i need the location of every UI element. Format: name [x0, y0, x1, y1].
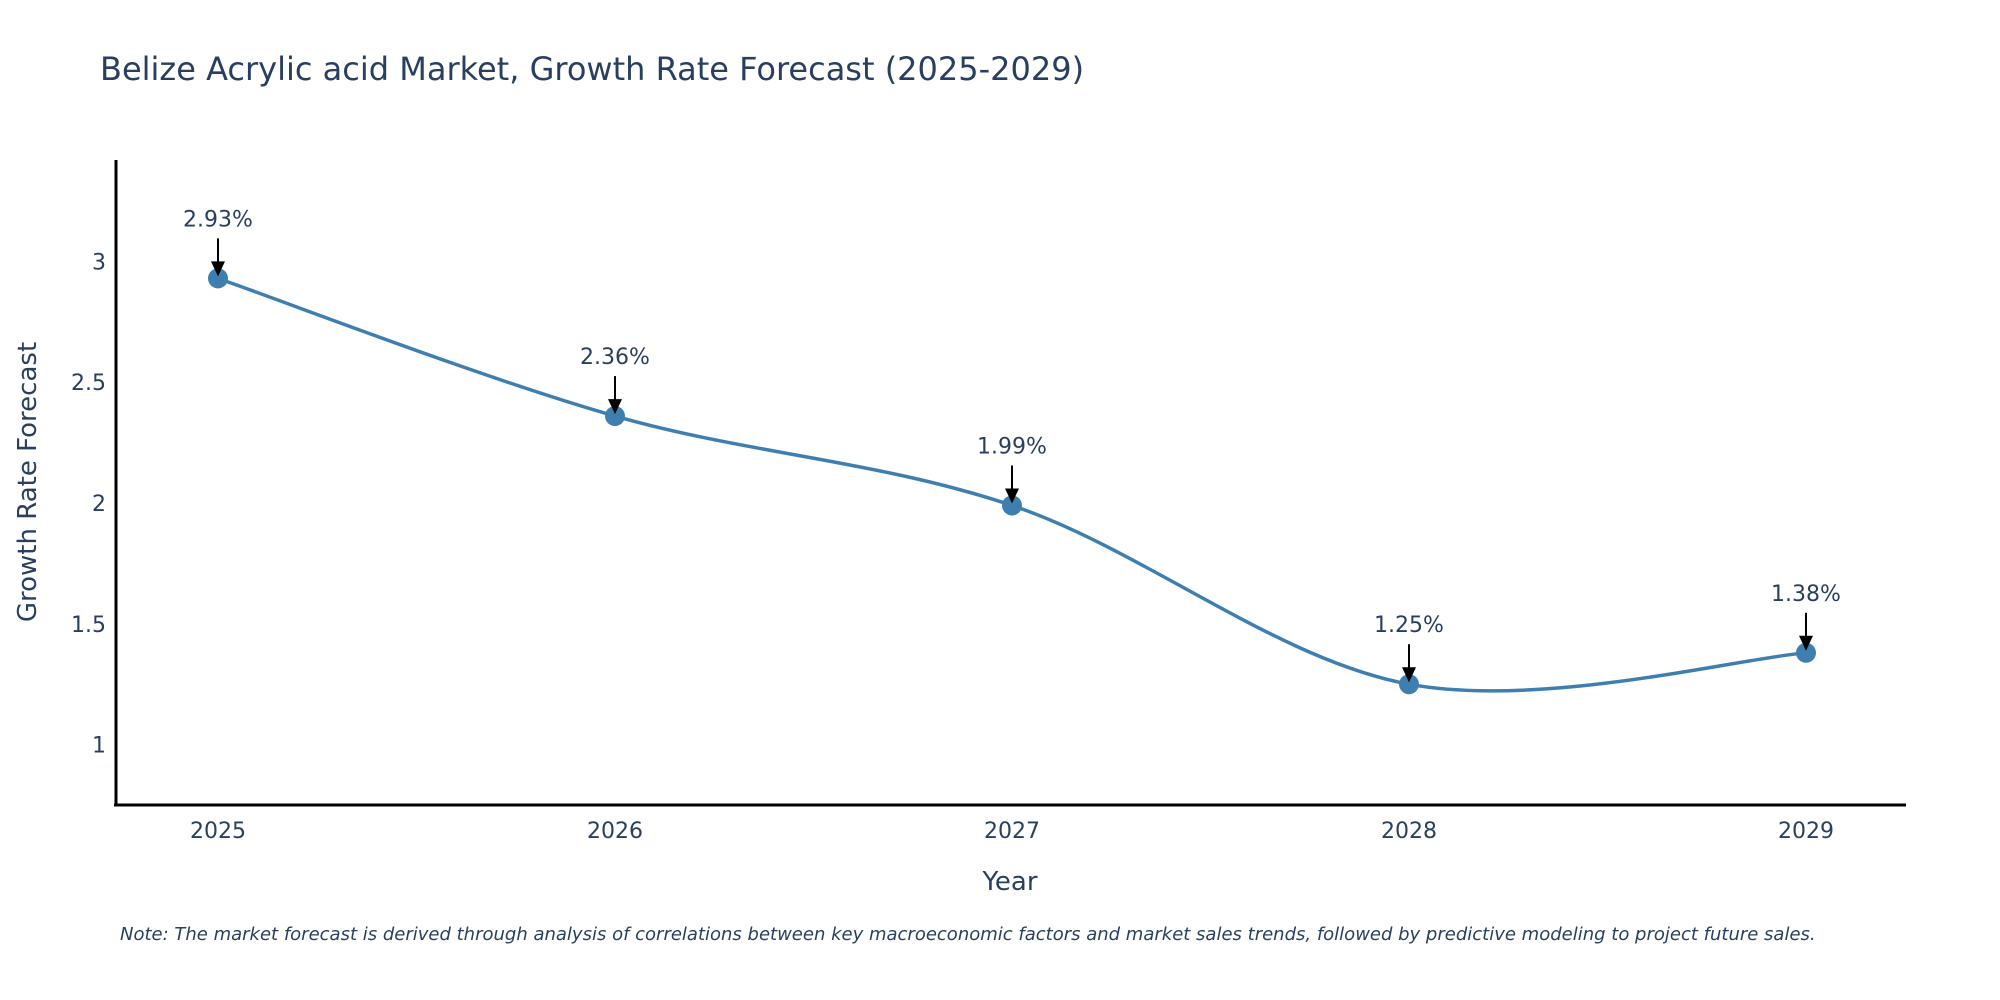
- chart-title: Belize Acrylic acid Market, Growth Rate …: [100, 50, 1084, 88]
- y-tick-label: 2: [92, 492, 106, 517]
- annotation-arrow-head: [1005, 488, 1019, 504]
- y-tick-label: 1.5: [71, 613, 106, 638]
- x-tick-label: 2027: [984, 819, 1040, 844]
- data-markers: [208, 268, 1816, 695]
- annotation-arrow-head: [1799, 635, 1813, 651]
- footnote: Note: The market forecast is derived thr…: [120, 924, 1816, 945]
- data-annotation: 1.25%: [1374, 613, 1444, 683]
- data-label: 2.36%: [580, 345, 650, 370]
- x-axis-title: Year: [981, 867, 1037, 897]
- data-point: [208, 268, 228, 289]
- x-tick-label: 2028: [1381, 819, 1437, 844]
- annotation-arrow-head: [211, 261, 225, 277]
- x-tick-label: 2026: [587, 819, 643, 844]
- y-axis-title: Growth Rate Forecast: [13, 342, 43, 622]
- data-point: [1399, 674, 1419, 695]
- data-label: 2.93%: [183, 207, 253, 232]
- y-tick-label: 2.5: [71, 371, 106, 396]
- data-annotation: 2.36%: [580, 345, 650, 415]
- data-annotation: 1.99%: [977, 434, 1047, 504]
- x-tick-label: 2025: [190, 819, 246, 844]
- x-tick-label: 2029: [1778, 819, 1834, 844]
- data-label: 1.99%: [977, 434, 1047, 459]
- data-annotation: 2.93%: [183, 207, 253, 277]
- data-point: [1796, 642, 1816, 663]
- data-label: 1.25%: [1374, 613, 1444, 638]
- y-axis-ticks: 1 1.5 2 2.5 3: [71, 250, 106, 758]
- data-label: 1.38%: [1771, 582, 1841, 607]
- annotation-arrow-head: [608, 399, 622, 415]
- y-tick-label: 1: [92, 734, 106, 759]
- annotation-arrow-head: [1402, 667, 1416, 683]
- data-point: [605, 406, 625, 427]
- data-point: [1002, 495, 1022, 516]
- x-axis-ticks: 2025 2026 2027 2028 2029: [190, 819, 1834, 844]
- data-annotation: 1.38%: [1771, 582, 1841, 651]
- y-tick-label: 3: [92, 250, 106, 275]
- data-annotations: 2.93% 2.36% 1.99% 1.25% 1.38%: [183, 207, 1841, 683]
